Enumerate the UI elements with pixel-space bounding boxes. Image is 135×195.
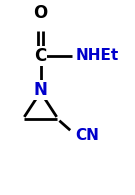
- Text: NHEt: NHEt: [76, 48, 119, 63]
- Text: CN: CN: [76, 129, 99, 144]
- Text: N: N: [34, 81, 47, 99]
- Text: O: O: [33, 4, 48, 22]
- Text: C: C: [34, 47, 47, 65]
